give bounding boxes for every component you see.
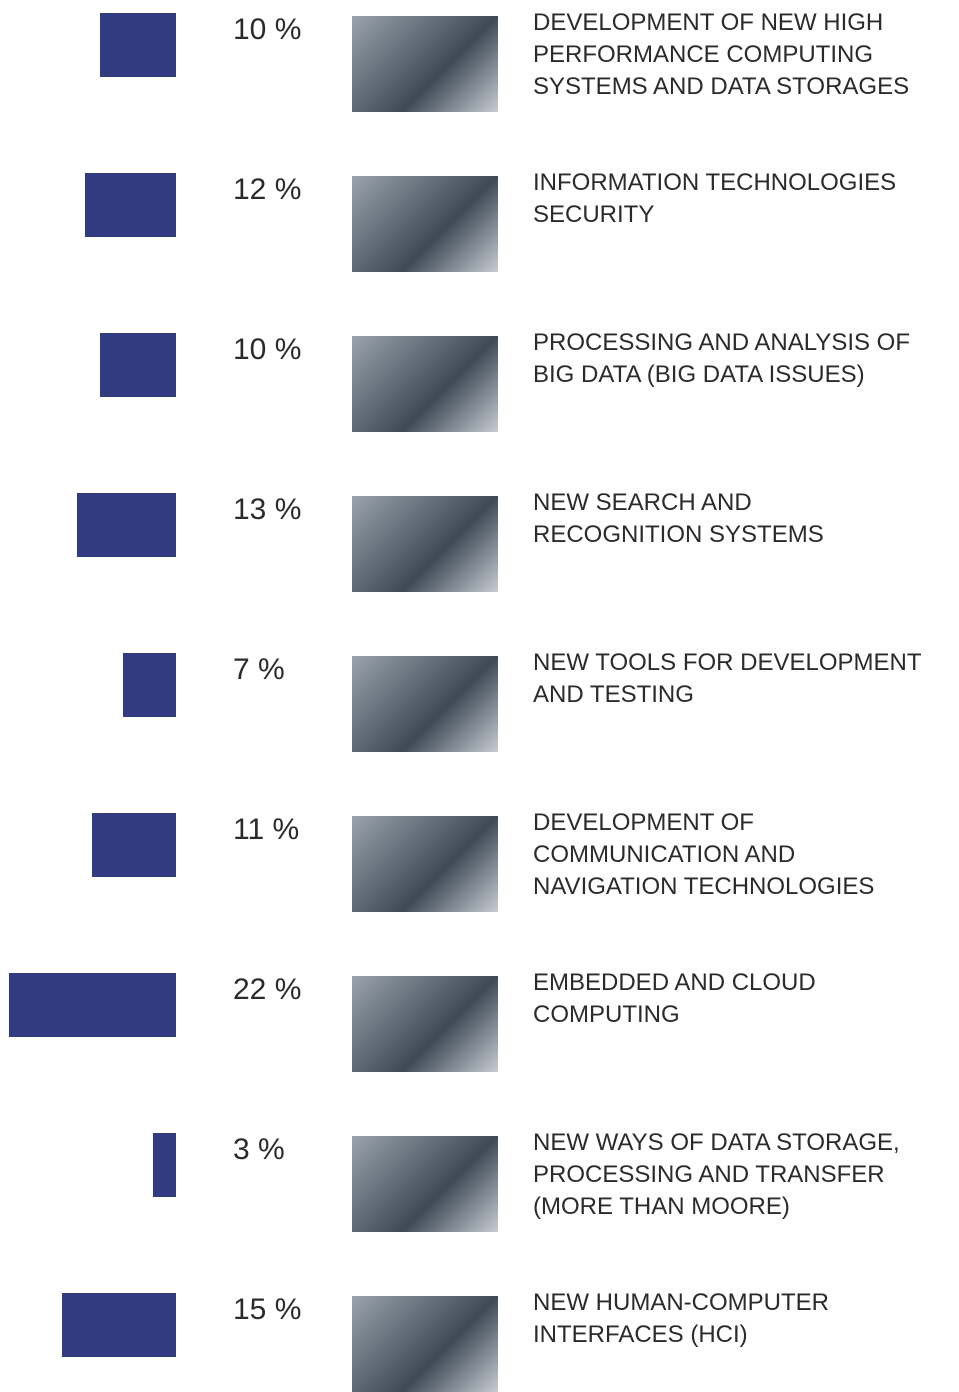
category-label: NEW HUMAN-COMPUTER INTERFACES (HCI): [533, 1289, 829, 1348]
bar: [77, 493, 176, 557]
category-label: NEW WAYS OF DATA STORAGE, PROCESSING AND…: [533, 1129, 900, 1220]
category-label: DEVELOPMENT OF COMMUNICATION AND NAVIGAT…: [533, 809, 875, 900]
value-label: 11 %: [233, 813, 300, 846]
bar: [153, 1133, 176, 1197]
bar: [100, 13, 176, 77]
bar: [122, 653, 176, 717]
bar: [62, 1293, 176, 1357]
value-label: 10 %: [233, 333, 302, 366]
value-label: 15 %: [233, 1293, 302, 1326]
value-label: 7 %: [233, 653, 285, 686]
thumbnail: [352, 976, 498, 1072]
thumbnail: [352, 1136, 498, 1232]
thumbnail: [352, 1296, 498, 1392]
thumbnail: [352, 336, 498, 432]
bar: [92, 813, 176, 877]
category-label: INFORMATION TECHNOLOGIES SECURITY: [533, 169, 897, 228]
bar: [8, 973, 176, 1037]
category-label: EMBEDDED AND CLOUD COMPUTING: [533, 969, 816, 1028]
category-label: DEVELOPMENT OF NEW HIGH PERFORMANCE COMP…: [533, 9, 910, 100]
category-label: PROCESSING AND ANALYSIS OF BIG DATA (BIG…: [533, 329, 910, 388]
thumbnail: [352, 176, 498, 272]
value-label: 10 %: [233, 13, 302, 46]
bar: [100, 333, 176, 397]
thumbnail: [352, 656, 498, 752]
bar: [84, 173, 176, 237]
thumbnail: [352, 16, 498, 112]
category-label: NEW SEARCH AND RECOGNITION SYSTEMS: [533, 489, 824, 548]
value-label: 13 %: [233, 493, 302, 526]
value-label: 22 %: [233, 973, 302, 1006]
thumbnail: [352, 816, 498, 912]
value-label: 12 %: [233, 173, 302, 206]
thumbnail: [352, 496, 498, 592]
category-label: NEW TOOLS FOR DEVELOPMENT AND TESTING: [533, 649, 922, 708]
value-label: 3 %: [233, 1133, 285, 1166]
